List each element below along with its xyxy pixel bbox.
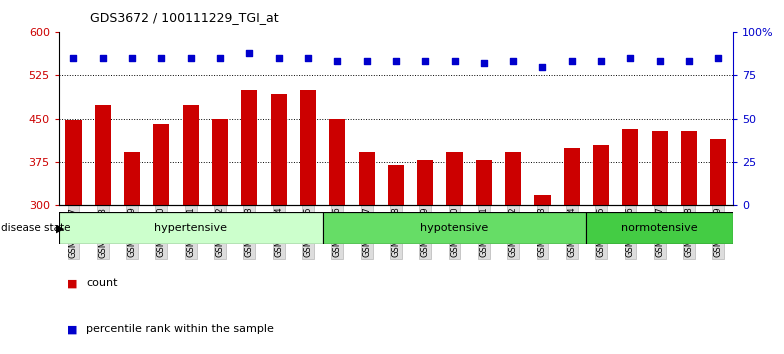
Bar: [212, 119, 228, 205]
Point: [214, 55, 227, 61]
Point: [67, 55, 80, 61]
Text: normotensive: normotensive: [622, 223, 698, 233]
Point: [595, 58, 608, 64]
Bar: [183, 105, 199, 205]
Text: hypotensive: hypotensive: [420, 223, 488, 233]
Point: [448, 58, 461, 64]
Bar: [124, 152, 140, 205]
Text: ▶: ▶: [56, 223, 65, 233]
Bar: [388, 165, 404, 205]
Bar: [622, 129, 638, 205]
Bar: [564, 148, 580, 205]
Bar: [447, 152, 463, 205]
Bar: [329, 119, 346, 205]
Point: [683, 58, 695, 64]
Point: [184, 55, 197, 61]
Point: [712, 55, 724, 61]
Bar: [95, 105, 111, 205]
Text: disease state: disease state: [1, 223, 71, 233]
Bar: [300, 90, 316, 205]
Text: percentile rank within the sample: percentile rank within the sample: [86, 324, 274, 334]
Bar: [535, 195, 550, 205]
Text: ■: ■: [67, 324, 77, 334]
Point: [302, 55, 314, 61]
Point: [654, 58, 666, 64]
Bar: [59, 212, 323, 244]
Point: [390, 58, 402, 64]
Bar: [710, 139, 727, 205]
Text: GDS3672 / 100111229_TGI_at: GDS3672 / 100111229_TGI_at: [90, 11, 279, 24]
Point: [155, 55, 168, 61]
Point: [477, 60, 490, 66]
Point: [507, 58, 520, 64]
Text: ■: ■: [67, 278, 77, 288]
Point: [96, 55, 109, 61]
Point: [624, 55, 637, 61]
Point: [536, 64, 549, 69]
Point: [361, 58, 373, 64]
Point: [419, 58, 431, 64]
Bar: [652, 131, 668, 205]
Bar: [358, 152, 375, 205]
Bar: [323, 212, 586, 244]
Point: [125, 55, 138, 61]
Bar: [241, 90, 257, 205]
Point: [243, 50, 256, 56]
Bar: [65, 120, 82, 205]
Bar: [476, 160, 492, 205]
Point: [272, 55, 285, 61]
Bar: [593, 144, 609, 205]
Text: count: count: [86, 278, 118, 288]
Bar: [270, 94, 287, 205]
Point: [565, 58, 578, 64]
Text: hypertensive: hypertensive: [154, 223, 227, 233]
Bar: [586, 212, 733, 244]
Bar: [505, 152, 521, 205]
Point: [331, 58, 343, 64]
Bar: [154, 124, 169, 205]
Bar: [417, 160, 434, 205]
Bar: [681, 131, 697, 205]
